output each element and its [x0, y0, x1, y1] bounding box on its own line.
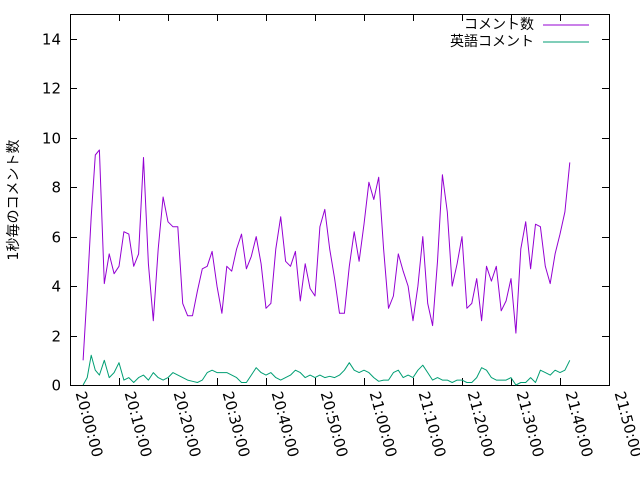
y-tick-label: 0: [51, 377, 61, 395]
y-axis-label: 1秒毎のコメント数: [6, 140, 22, 261]
x-tick-label: 21:00:00: [366, 389, 401, 459]
legend: コメント数 英語コメント: [450, 17, 589, 50]
x-tick-label: 20:30:00: [219, 389, 254, 459]
legend-label-comments: コメント数: [464, 17, 534, 33]
x-tick-label: 20:20:00: [170, 389, 205, 459]
y-tick-label: 8: [51, 179, 61, 197]
x-tick-label: 20:40:00: [268, 389, 303, 459]
x-tick-label: 21:40:00: [562, 389, 597, 459]
x-tick-label: 20:00:00: [72, 389, 107, 459]
y-tick-label: 4: [51, 278, 61, 296]
y-tick-label: 2: [51, 328, 61, 346]
y-tick-labels: 0 2 4 6 8 10 12 14: [42, 31, 61, 395]
x-tick-labels: 20:00:00 20:10:00 20:20:00 20:30:00 20:40:00…: [72, 389, 640, 459]
series-line-comments: [82, 149, 571, 361]
x-tick-label: 21:10:00: [415, 389, 450, 459]
x-tick-label: 21:20:00: [464, 389, 499, 459]
x-tick-label: 20:10:00: [121, 389, 156, 459]
axis-ticks: [70, 14, 610, 386]
y-tick-label: 12: [42, 80, 61, 98]
plot-border: [70, 14, 610, 386]
series-lines: [82, 149, 571, 386]
y-tick-label: 14: [42, 31, 61, 49]
legend-label-english-comments: 英語コメント: [450, 33, 534, 50]
x-tick-label: 21:50:00: [611, 389, 640, 459]
x-tick-label: 21:30:00: [513, 389, 548, 459]
y-tick-label: 10: [42, 130, 61, 148]
series-line-english-comments: [82, 354, 571, 386]
x-tick-label: 20:50:00: [317, 389, 352, 459]
y-tick-label: 6: [51, 229, 61, 247]
